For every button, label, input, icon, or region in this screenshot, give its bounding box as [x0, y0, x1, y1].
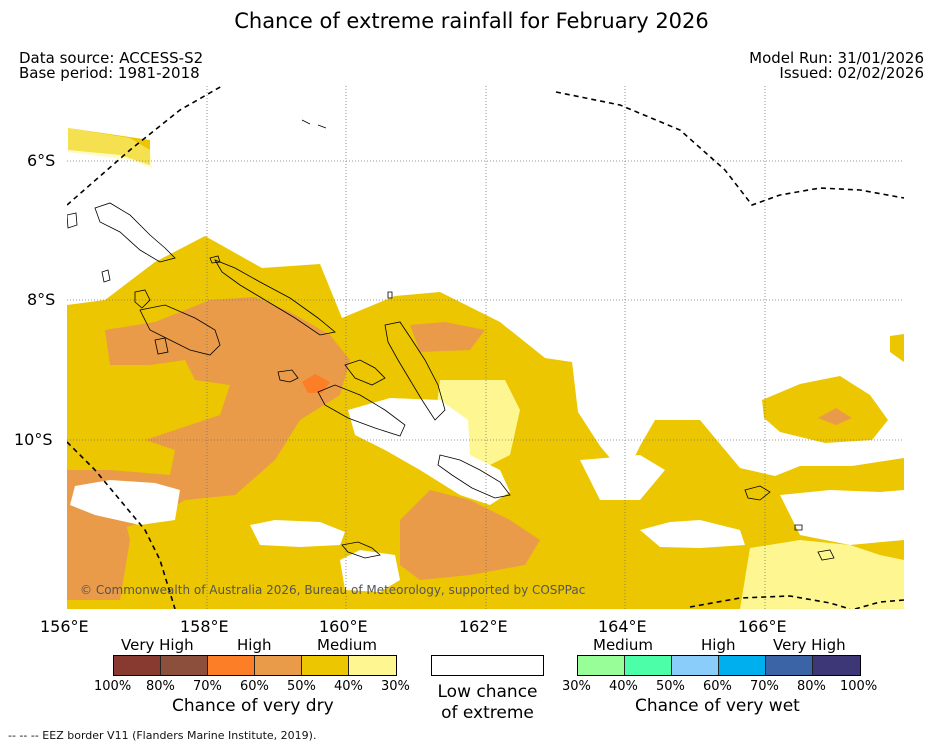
eez-footnote: -- -- -- EEZ border V11 (Flanders Marine…: [8, 729, 317, 742]
zone-low-chance: [640, 520, 745, 548]
lat-label-10s: 10°S: [14, 430, 53, 449]
dry-level-medium: Medium: [317, 636, 377, 654]
dry-swatch: [208, 656, 255, 675]
dry-colorbar: [113, 655, 397, 676]
dry-pct-30: 30%: [381, 679, 410, 694]
zone-low-chance: [340, 550, 400, 592]
wet-swatch: [625, 656, 672, 675]
wet-pct-60: 60%: [703, 679, 732, 694]
zone-high-dry: [410, 322, 485, 352]
wet-swatch: [813, 656, 860, 675]
wet-swatch: [672, 656, 719, 675]
dry-pct-60: 60%: [240, 679, 269, 694]
lat-label-8s: 8°S: [27, 290, 56, 309]
dry-caption: Chance of very dry: [172, 696, 334, 716]
dry-pct-70: 70%: [193, 679, 222, 694]
lon-label-162e: 162°E: [459, 617, 508, 636]
wet-level-very-high: Very High: [773, 636, 846, 654]
data-source: Data source: ACCESS-S2: [19, 49, 204, 67]
wet-pct-40: 40%: [609, 679, 638, 694]
wet-swatch: [719, 656, 766, 675]
wet-level-high: High: [701, 636, 736, 654]
grid-lines: [67, 86, 904, 609]
chart-title: Chance of extreme rainfall for February …: [234, 9, 709, 33]
lon-label-160e: 160°E: [319, 617, 368, 636]
zone-medium-dry: [890, 334, 904, 362]
wet-pct-100: 100%: [840, 679, 878, 694]
low-chance-swatch: [431, 655, 544, 676]
zone-very-dry: [302, 374, 330, 393]
zone-medium-dry: [762, 376, 888, 443]
zone-low-chance: [348, 398, 510, 505]
issued-date: Issued: 02/02/2026: [779, 64, 924, 82]
wet-swatch: [766, 656, 813, 675]
zone-high-dry: [400, 490, 540, 580]
lon-label-166e: 166°E: [738, 617, 787, 636]
dry-swatch: [161, 656, 208, 675]
dry-pct-80: 80%: [146, 679, 175, 694]
zone-low-chance: [780, 490, 904, 545]
wet-pct-70: 70%: [750, 679, 779, 694]
zone-low-chance: [580, 455, 665, 500]
dry-pct-40: 40%: [334, 679, 363, 694]
lat-label-6s: 6°S: [27, 151, 56, 170]
dry-swatch: [255, 656, 302, 675]
zone-high-dry: [67, 297, 350, 535]
dry-swatch: [114, 656, 161, 675]
zone-low-chance: [70, 480, 180, 525]
dry-pct-100: 100%: [94, 679, 132, 694]
dry-swatch: [349, 656, 396, 675]
base-period: Base period: 1981-2018: [19, 64, 200, 82]
lon-label-164e: 164°E: [598, 617, 647, 636]
lon-label-158e: 158°E: [180, 617, 229, 636]
dry-level-high: High: [237, 636, 272, 654]
lon-label-156e: 156°E: [40, 617, 89, 636]
low-chance-line2: of extreme: [441, 703, 534, 723]
wet-level-medium: Medium: [593, 636, 653, 654]
wet-pct-50: 50%: [656, 679, 685, 694]
zone-low-chance: [250, 520, 345, 547]
zone-high-dry: [818, 408, 852, 425]
model-run: Model Run: 31/01/2026: [749, 49, 924, 67]
zone-light-dry: [68, 128, 152, 168]
eez-borders: [67, 86, 904, 609]
copyright-notice: © Commonwealth of Australia 2026, Bureau…: [80, 583, 586, 597]
wet-pct-80: 80%: [797, 679, 826, 694]
zone-light-dry: [740, 540, 904, 609]
wet-swatch: [578, 656, 625, 675]
dry-level-very-high: Very High: [121, 636, 194, 654]
wet-caption: Chance of very wet: [635, 696, 800, 716]
dry-pct-50: 50%: [287, 679, 316, 694]
dry-swatch: [302, 656, 349, 675]
coastlines: [67, 119, 835, 561]
low-chance-line1: Low chance: [437, 682, 538, 702]
wet-colorbar: [577, 655, 861, 676]
map-canvas: [67, 86, 904, 609]
rainfall-map: © Commonwealth of Australia 2026, Bureau…: [67, 86, 904, 609]
wet-pct-30: 30%: [562, 679, 591, 694]
